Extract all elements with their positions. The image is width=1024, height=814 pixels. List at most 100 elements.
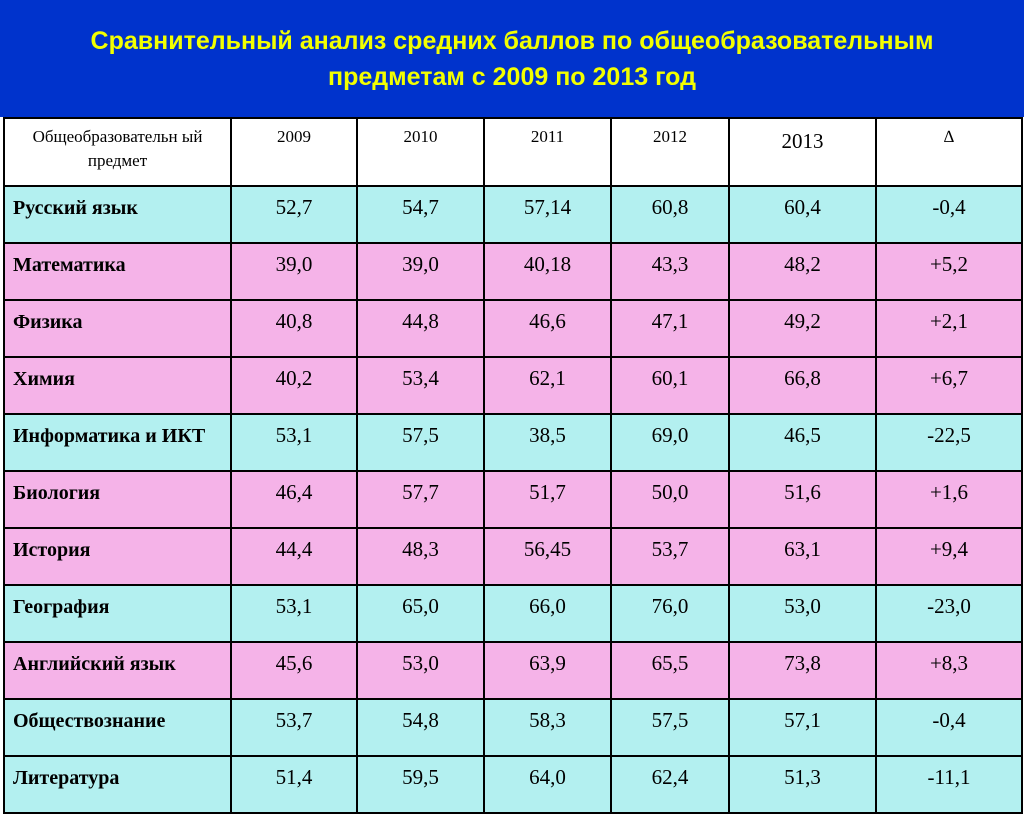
score-cell: 57,14: [483, 185, 612, 244]
score-cell: 53,7: [610, 527, 730, 586]
subject-cell: Русский язык: [3, 185, 232, 244]
subject-cell: География: [3, 584, 232, 643]
score-cell: 44,4: [230, 527, 358, 586]
score-cell: 46,4: [230, 470, 358, 529]
score-cell: 76,0: [610, 584, 730, 643]
table-row: Информатика и ИКТ 53,1 57,5 38,5 69,0 46,5 -22…: [3, 413, 1023, 472]
score-cell: 51,7: [483, 470, 612, 529]
title-bar: Сравнительный анализ средних баллов по о…: [0, 0, 1024, 117]
score-cell: 60,8: [610, 185, 730, 244]
score-cell: 60,1: [610, 356, 730, 415]
header-2010: 2010: [356, 117, 485, 187]
delta-cell: -23,0: [875, 584, 1023, 643]
subject-cell: Обществознание: [3, 698, 232, 757]
score-cell: 39,0: [230, 242, 358, 301]
score-cell: 43,3: [610, 242, 730, 301]
score-cell: 66,0: [483, 584, 612, 643]
table-row: История 44,4 48,3 56,45 53,7 63,1 +9,4: [3, 527, 1023, 586]
slide-title: Сравнительный анализ средних баллов по о…: [90, 26, 934, 91]
score-cell: 46,6: [483, 299, 612, 358]
score-cell: 49,2: [728, 299, 877, 358]
score-cell: 58,3: [483, 698, 612, 757]
score-cell: 47,1: [610, 299, 730, 358]
table-row: Литература 51,4 59,5 64,0 62,4 51,3 -11,1: [3, 755, 1023, 814]
score-cell: 62,4: [610, 755, 730, 814]
score-cell: 57,7: [356, 470, 485, 529]
score-cell: 63,9: [483, 641, 612, 700]
score-cell: 66,8: [728, 356, 877, 415]
score-cell: 50,0: [610, 470, 730, 529]
score-cell: 40,18: [483, 242, 612, 301]
score-cell: 51,6: [728, 470, 877, 529]
header-2013: 2013: [728, 117, 877, 187]
score-cell: 57,1: [728, 698, 877, 757]
table-row: Химия 40,2 53,4 62,1 60,1 66,8 +6,7: [3, 356, 1023, 415]
score-cell: 54,8: [356, 698, 485, 757]
score-cell: 57,5: [610, 698, 730, 757]
score-cell: 53,0: [728, 584, 877, 643]
score-cell: 54,7: [356, 185, 485, 244]
score-cell: 57,5: [356, 413, 485, 472]
delta-cell: +1,6: [875, 470, 1023, 529]
subject-cell: Английский язык: [3, 641, 232, 700]
table-row: Физика 40,8 44,8 46,6 47,1 49,2 +2,1: [3, 299, 1023, 358]
subject-cell: История: [3, 527, 232, 586]
score-cell: 40,2: [230, 356, 358, 415]
score-cell: 63,1: [728, 527, 877, 586]
header-2009: 2009: [230, 117, 358, 187]
score-cell: 45,6: [230, 641, 358, 700]
subject-cell: Физика: [3, 299, 232, 358]
score-cell: 65,5: [610, 641, 730, 700]
score-cell: 64,0: [483, 755, 612, 814]
table-row: Обществознание 53,7 54,8 58,3 57,5 57,1 -0,4: [3, 698, 1023, 757]
subject-cell: Информатика и ИКТ: [3, 413, 232, 472]
header-subject: Общеобразовательн ый предмет: [3, 117, 232, 187]
score-cell: 48,2: [728, 242, 877, 301]
header-delta: ∆: [875, 117, 1023, 187]
table-row: Математика 39,0 39,0 40,18 43,3 48,2 +5,2: [3, 242, 1023, 301]
score-cell: 51,3: [728, 755, 877, 814]
score-cell: 65,0: [356, 584, 485, 643]
delta-cell: +9,4: [875, 527, 1023, 586]
delta-cell: +2,1: [875, 299, 1023, 358]
delta-cell: -0,4: [875, 185, 1023, 244]
grades-table: Общеобразовательн ый предмет 2009 2010 2…: [3, 117, 1023, 814]
score-cell: 39,0: [356, 242, 485, 301]
header-2012: 2012: [610, 117, 730, 187]
table-row: Английский язык 45,6 53,0 63,9 65,5 73,8 +8,3: [3, 641, 1023, 700]
score-cell: 53,7: [230, 698, 358, 757]
score-cell: 51,4: [230, 755, 358, 814]
score-cell: 46,5: [728, 413, 877, 472]
header-row: Общеобразовательн ый предмет 2009 2010 2…: [3, 117, 1023, 187]
score-cell: 53,1: [230, 584, 358, 643]
score-cell: 62,1: [483, 356, 612, 415]
delta-cell: +5,2: [875, 242, 1023, 301]
score-cell: 56,45: [483, 527, 612, 586]
subject-cell: Математика: [3, 242, 232, 301]
delta-cell: +6,7: [875, 356, 1023, 415]
table-row: География 53,1 65,0 66,0 76,0 53,0 -23,0: [3, 584, 1023, 643]
score-cell: 73,8: [728, 641, 877, 700]
header-2011: 2011: [483, 117, 612, 187]
score-cell: 69,0: [610, 413, 730, 472]
delta-cell: -11,1: [875, 755, 1023, 814]
score-cell: 60,4: [728, 185, 877, 244]
score-cell: 52,7: [230, 185, 358, 244]
table-body: Русский язык 52,7 54,7 57,14 60,8 60,4 -0,4 Мат…: [3, 185, 1023, 814]
subject-cell: Химия: [3, 356, 232, 415]
score-cell: 38,5: [483, 413, 612, 472]
score-cell: 53,0: [356, 641, 485, 700]
delta-cell: +8,3: [875, 641, 1023, 700]
subject-cell: Литература: [3, 755, 232, 814]
delta-cell: -0,4: [875, 698, 1023, 757]
score-cell: 53,4: [356, 356, 485, 415]
subject-cell: Биология: [3, 470, 232, 529]
table-row: Биология 46,4 57,7 51,7 50,0 51,6 +1,6: [3, 470, 1023, 529]
score-cell: 48,3: [356, 527, 485, 586]
score-cell: 59,5: [356, 755, 485, 814]
score-cell: 44,8: [356, 299, 485, 358]
table-row: Русский язык 52,7 54,7 57,14 60,8 60,4 -0,4: [3, 185, 1023, 244]
delta-cell: -22,5: [875, 413, 1023, 472]
score-cell: 40,8: [230, 299, 358, 358]
